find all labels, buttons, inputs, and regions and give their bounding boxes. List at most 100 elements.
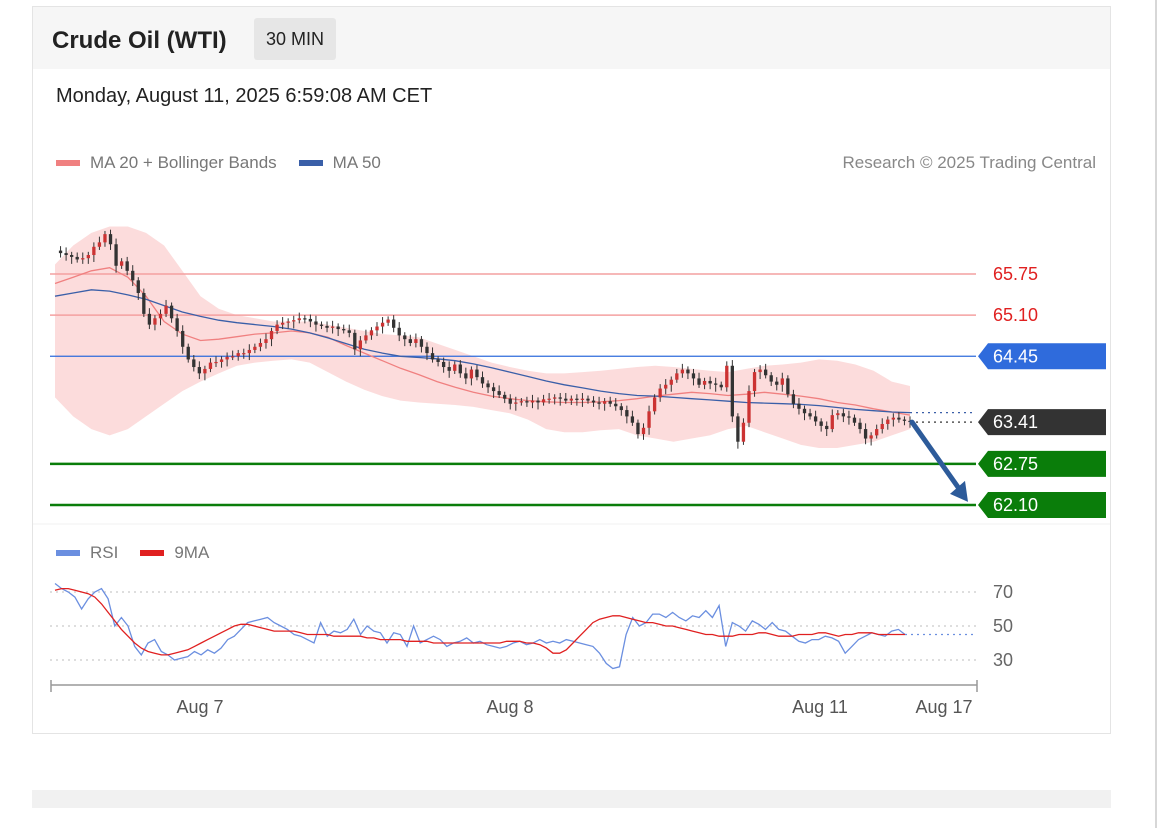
candle-body bbox=[231, 356, 235, 358]
candle-body bbox=[808, 413, 812, 417]
timeframe-badge[interactable]: 30 MIN bbox=[254, 18, 337, 60]
candle bbox=[75, 252, 79, 263]
instrument-title: Crude Oil (WTI) bbox=[52, 27, 227, 54]
candle bbox=[64, 247, 68, 261]
candle bbox=[386, 316, 390, 326]
scrollbar-edge[interactable] bbox=[1155, 0, 1157, 828]
candle-body bbox=[880, 423, 884, 430]
candle bbox=[436, 356, 440, 367]
candle-body bbox=[358, 340, 363, 350]
candle-body bbox=[236, 353, 240, 357]
candle bbox=[425, 342, 429, 361]
candle bbox=[669, 376, 673, 392]
candle bbox=[408, 334, 412, 347]
candle-body bbox=[397, 327, 401, 336]
candle-body bbox=[491, 387, 496, 392]
candle-body bbox=[647, 411, 651, 428]
candle bbox=[403, 332, 407, 347]
candle bbox=[658, 384, 662, 402]
candle-body bbox=[802, 408, 807, 414]
rsi-ma-swatch bbox=[140, 550, 165, 556]
candle-body bbox=[186, 346, 190, 360]
candle-body bbox=[92, 246, 96, 256]
candle bbox=[58, 246, 63, 258]
candle-body bbox=[791, 394, 796, 404]
candle-body bbox=[103, 234, 107, 243]
candle-body bbox=[591, 400, 596, 403]
candle bbox=[763, 363, 768, 379]
candle-body bbox=[680, 369, 685, 374]
candle bbox=[447, 361, 451, 378]
candle-body bbox=[836, 413, 840, 416]
level-tag-pivot bbox=[978, 343, 1106, 370]
forecast-arrow-head bbox=[950, 480, 968, 502]
candle-body bbox=[214, 361, 218, 364]
candle-body bbox=[702, 380, 707, 385]
candle bbox=[158, 309, 163, 326]
candle-body bbox=[269, 330, 274, 340]
candle-body bbox=[208, 362, 213, 369]
rsi-series-9ma bbox=[54, 587, 905, 656]
candle-body bbox=[114, 244, 118, 266]
candle-body bbox=[264, 339, 268, 343]
candle-body bbox=[280, 322, 285, 325]
candle-body bbox=[730, 365, 734, 417]
candle bbox=[136, 277, 140, 300]
candle-body bbox=[752, 372, 757, 392]
ma20-line bbox=[54, 267, 911, 416]
candle-body bbox=[619, 406, 623, 411]
candle bbox=[825, 421, 829, 437]
candle-body bbox=[364, 335, 368, 341]
candle-body bbox=[652, 397, 657, 412]
level-label-support: 62.75 bbox=[993, 454, 1038, 474]
footer-bar bbox=[32, 790, 1111, 808]
candle bbox=[70, 251, 74, 264]
candle bbox=[836, 410, 840, 420]
candle bbox=[897, 411, 901, 423]
candle-body bbox=[558, 397, 562, 399]
candle bbox=[464, 367, 468, 385]
candle-body bbox=[658, 388, 662, 398]
candle-body bbox=[841, 413, 846, 417]
candle-body bbox=[514, 402, 518, 404]
level-label-resistance: 65.75 bbox=[993, 264, 1038, 284]
candle-body bbox=[430, 353, 435, 360]
candle-body bbox=[308, 318, 313, 322]
chart-header: Crude Oil (WTI) 30 MIN bbox=[33, 7, 1110, 69]
x-tick-label: Aug 8 bbox=[486, 697, 533, 717]
candle bbox=[691, 368, 696, 386]
candle-body bbox=[525, 401, 529, 403]
candle bbox=[780, 372, 784, 392]
candle bbox=[342, 324, 346, 334]
candle-body bbox=[769, 375, 773, 382]
candle-body bbox=[886, 419, 890, 424]
candle bbox=[430, 347, 435, 363]
candle bbox=[858, 418, 862, 434]
candle bbox=[863, 423, 868, 445]
candle bbox=[525, 396, 529, 407]
candle bbox=[647, 405, 651, 435]
candle-body bbox=[725, 365, 729, 388]
candle-body bbox=[353, 332, 357, 350]
candle bbox=[752, 368, 757, 397]
ma20-swatch bbox=[56, 160, 80, 166]
candle-body bbox=[736, 416, 740, 442]
candle-body bbox=[714, 383, 718, 385]
candle-body bbox=[597, 402, 601, 404]
candle-body bbox=[797, 403, 801, 409]
candle-body bbox=[630, 416, 635, 423]
candle-body bbox=[292, 320, 296, 322]
candle-body bbox=[219, 359, 224, 362]
candle bbox=[269, 327, 274, 347]
rsi-series-rsi bbox=[54, 582, 906, 670]
candle bbox=[530, 394, 535, 409]
candle-body bbox=[131, 270, 135, 281]
candle-body bbox=[303, 318, 307, 320]
candle bbox=[791, 389, 796, 409]
candle-body bbox=[342, 329, 346, 331]
x-tick-label: Aug 11 bbox=[792, 697, 848, 717]
ma20-legend-label: MA 20 + Bollinger Bands bbox=[90, 153, 277, 172]
candle bbox=[491, 382, 496, 399]
candle-body bbox=[86, 255, 90, 259]
